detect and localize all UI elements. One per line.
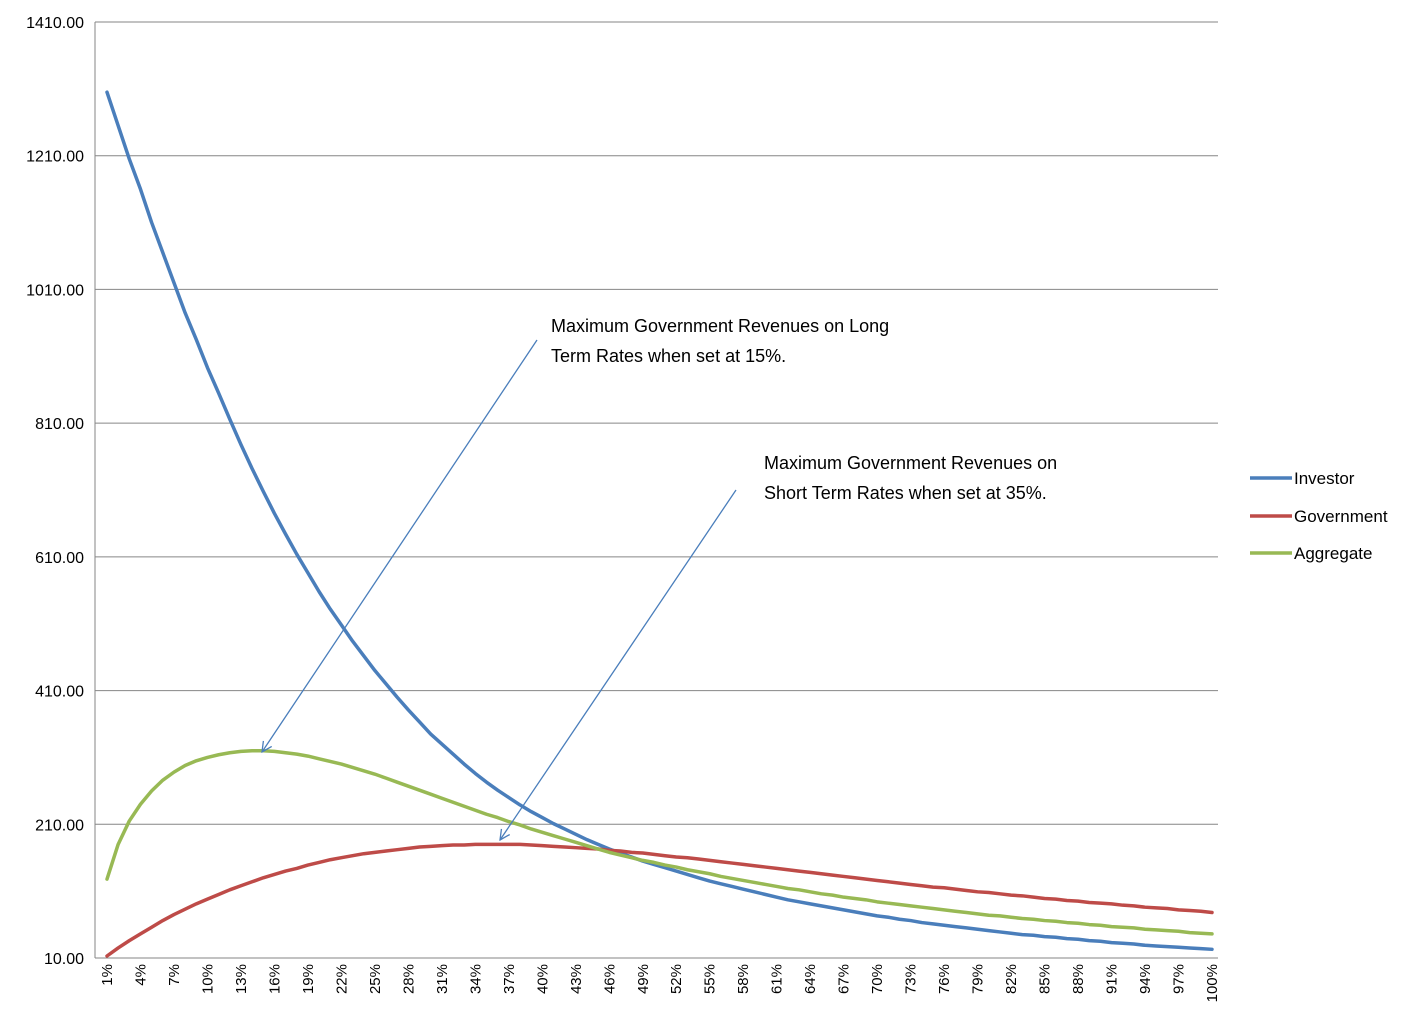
x-tick-label: 7% (166, 964, 183, 986)
x-tick-label: 4% (132, 964, 149, 986)
y-axis-ticks: 1410.00 1210.00 1010.00 810.00 610.00 410.00 2… (26, 15, 84, 968)
x-tick-label: 31% (434, 964, 451, 994)
x-tick-label: 25% (367, 964, 384, 994)
x-tick-label: 10% (199, 964, 216, 994)
x-tick-label: 58% (735, 964, 752, 994)
x-tick-label: 19% (300, 964, 317, 994)
x-tick-label: 52% (668, 964, 685, 994)
x-tick-label: 64% (802, 964, 819, 994)
annotation-arrow-short-term (500, 489, 737, 840)
legend: Investor Government Aggregate (1250, 469, 1388, 563)
legend-item-aggregate: Aggregate (1250, 544, 1372, 563)
x-tick-label: 16% (266, 964, 283, 994)
legend-label-aggregate: Aggregate (1294, 544, 1372, 563)
legend-item-government: Government (1250, 507, 1388, 526)
x-tick-label: 46% (601, 964, 618, 994)
annotation-arrow-long-term (262, 339, 538, 752)
y-tick-label: 610.00 (35, 550, 84, 567)
x-tick-label: 73% (903, 964, 920, 994)
x-tick-label: 82% (1003, 964, 1020, 994)
x-tick-label: 49% (635, 964, 652, 994)
annotations: Maximum Government Revenues on Long Term… (262, 316, 1057, 840)
y-tick-label: 210.00 (35, 817, 84, 834)
y-tick-label: 1410.00 (26, 15, 84, 32)
y-tick-label: 810.00 (35, 416, 84, 433)
x-tick-label: 97% (1171, 964, 1188, 994)
x-tick-label: 61% (769, 964, 786, 994)
y-tick-label: 410.00 (35, 684, 84, 701)
annotation-long-term-line-2: Term Rates when set at 15%. (551, 346, 786, 366)
x-tick-label: 100% (1204, 964, 1221, 1002)
legend-item-investor: Investor (1250, 469, 1355, 488)
x-tick-label: 85% (1037, 964, 1054, 994)
x-axis-ticks: 1% 4% 7% 10% 13% 16% 19% 22% 25% 28% 31% 34% 37% 40% 4… (99, 964, 1221, 1002)
series-lines (105, 90, 1214, 958)
series-line-aggregate (105, 748, 1214, 936)
x-tick-label: 13% (233, 964, 250, 994)
x-tick-label: 37% (501, 964, 518, 994)
axes (94, 22, 1218, 959)
legend-label-government: Government (1294, 507, 1388, 526)
annotation-short-term-line-2: Short Term Rates when set at 35%. (764, 483, 1047, 503)
x-tick-label: 40% (534, 964, 551, 994)
y-tick-label: 10.00 (44, 951, 84, 968)
x-tick-label: 79% (970, 964, 987, 994)
x-tick-label: 55% (702, 964, 719, 994)
x-tick-label: 43% (568, 964, 585, 994)
x-tick-label: 70% (869, 964, 886, 994)
x-tick-label: 1% (99, 964, 116, 986)
series-line-government (105, 842, 1214, 958)
annotation-long-term-line-1: Maximum Government Revenues on Long (551, 316, 889, 336)
x-tick-label: 67% (836, 964, 853, 994)
x-tick-label: 91% (1104, 964, 1121, 994)
x-tick-label: 22% (333, 964, 350, 994)
x-tick-label: 76% (936, 964, 953, 994)
y-tick-label: 1210.00 (26, 149, 84, 166)
legend-label-investor: Investor (1294, 469, 1355, 488)
x-tick-label: 28% (400, 964, 417, 994)
x-tick-label: 94% (1137, 964, 1154, 994)
x-tick-label: 34% (467, 964, 484, 994)
y-tick-label: 1010.00 (26, 282, 84, 299)
gridlines (95, 21, 1218, 825)
x-tick-label: 88% (1070, 964, 1087, 994)
annotation-short-term-line-1: Maximum Government Revenues on (764, 453, 1057, 473)
series-line-investor (105, 90, 1214, 952)
